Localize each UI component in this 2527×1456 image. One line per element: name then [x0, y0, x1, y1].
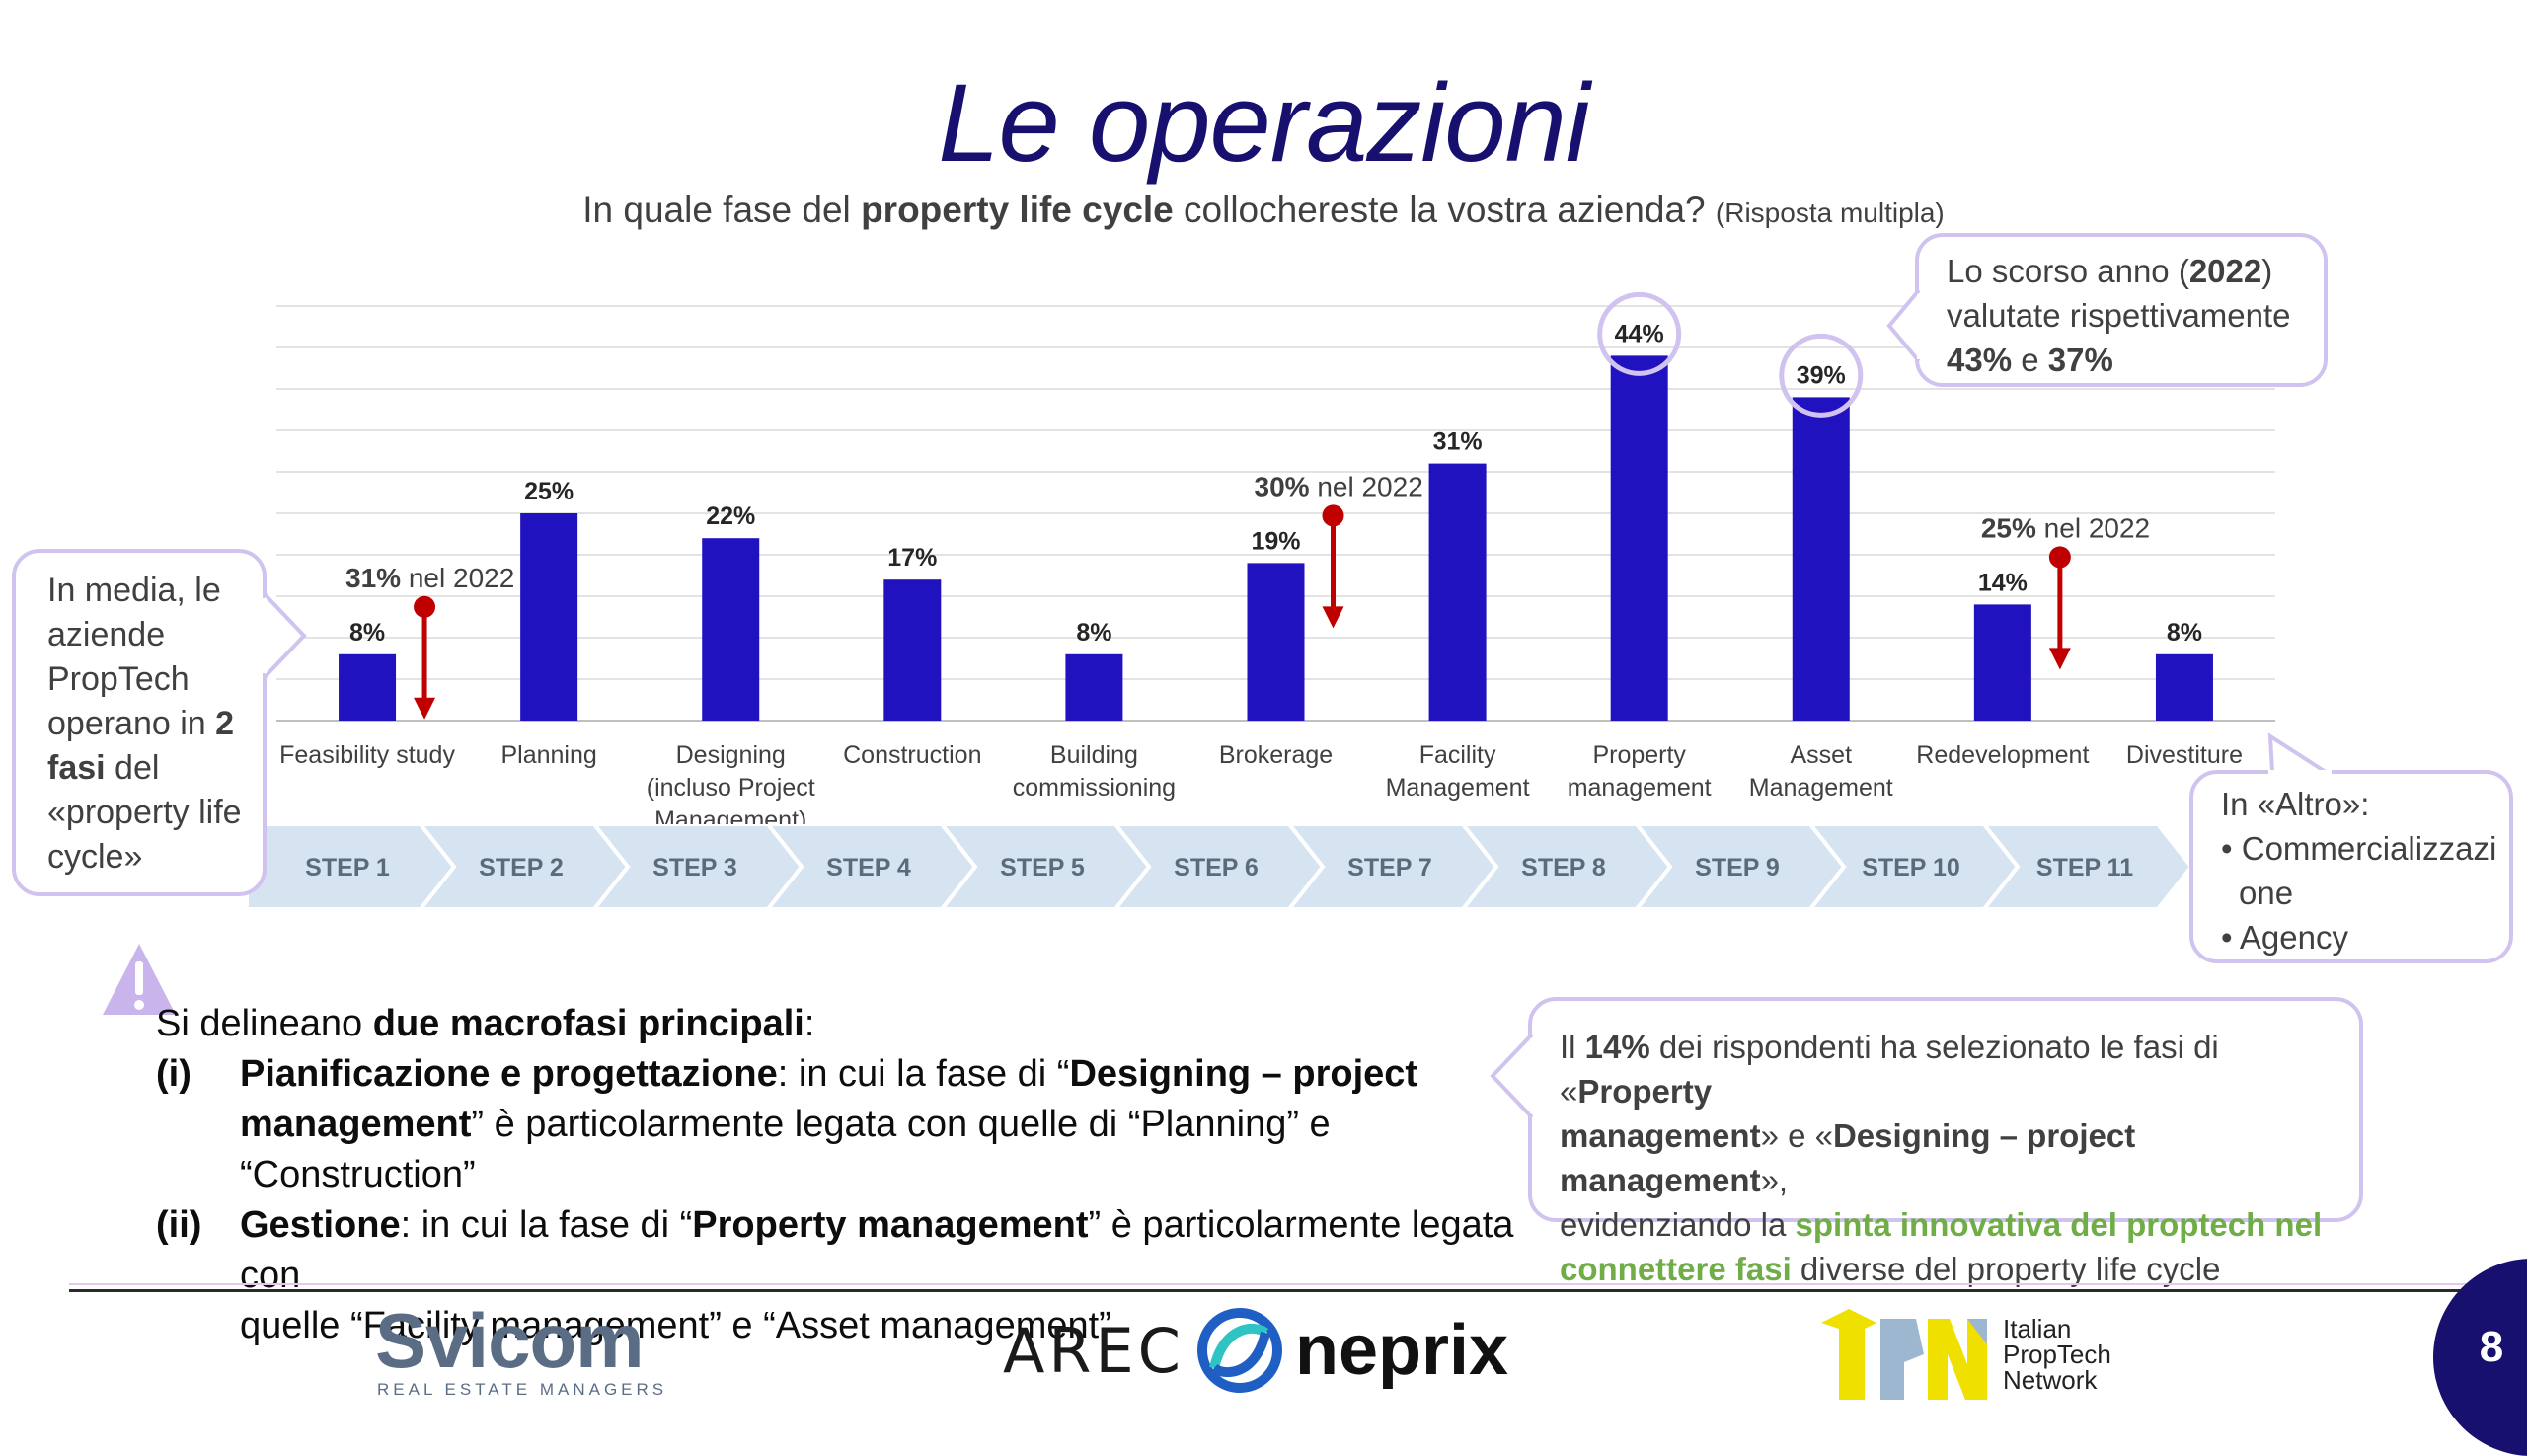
- category-label: Management: [1386, 774, 1530, 802]
- category-label: Construction: [843, 741, 981, 769]
- step-label: STEP 8: [1521, 854, 1606, 881]
- bar: [1428, 463, 1487, 721]
- bar: [1792, 397, 1850, 721]
- step-label: STEP 7: [1347, 854, 1432, 881]
- bar-value-label: 25%: [524, 478, 574, 505]
- chart-2022-arrows: 31% nel 2022 30% nel 2022 25% nel 2022: [345, 471, 2150, 720]
- callout-insight: Il 14% dei rispondenti ha selezionato le…: [1528, 997, 2363, 1287]
- bar-value-label: 8%: [1076, 619, 1111, 647]
- arrow-head: [2048, 648, 2071, 670]
- question-text-a: In quale fase del: [582, 190, 862, 230]
- footer-divider: [69, 1289, 2478, 1292]
- bar-value-label: 17%: [887, 544, 937, 572]
- bar-value-label: 8%: [349, 619, 385, 647]
- step-label: STEP 5: [1000, 854, 1085, 881]
- step-label: STEP 1: [305, 854, 390, 881]
- bar: [702, 538, 760, 721]
- step-label: STEP 3: [652, 854, 737, 881]
- svicom-logo: Svicom REAL ESTATE MANAGERS: [375, 1297, 668, 1399]
- comparison-2022-label: 30% nel 2022: [1255, 471, 1423, 501]
- category-label: Brokerage: [1219, 741, 1333, 769]
- step-label: STEP 11: [2036, 854, 2133, 881]
- page-number: 8: [2479, 1323, 2504, 1371]
- highlight-circle: [1597, 291, 1682, 376]
- callout-line: cycle»: [47, 838, 143, 876]
- chart-highlights: [1597, 291, 1864, 418]
- chart-question: In quale fase del property life cycle co…: [0, 190, 2527, 231]
- category-label: Asset: [1791, 741, 1853, 769]
- category-label: Property: [1592, 741, 1686, 769]
- callout-2022-comparison: Lo scorso anno (2022) valutate rispettiv…: [1915, 233, 2328, 387]
- category-label: Facility: [1419, 741, 1496, 769]
- callout-line: fasi del: [47, 749, 160, 787]
- step-label: STEP 4: [826, 854, 911, 881]
- bar: [1065, 653, 1123, 721]
- macrophases-text: Si delineano due macrofasi principali: (…: [156, 999, 1518, 1351]
- callout-line: PropTech: [47, 660, 190, 698]
- bar: [1247, 563, 1305, 721]
- bar-value-label: 44%: [1615, 320, 1664, 347]
- bar-value-label: 39%: [1797, 361, 1846, 389]
- callout-line: In media, le: [47, 572, 221, 609]
- arec-neprix-logo: AREC neprix: [1003, 1305, 1508, 1396]
- bar: [1610, 355, 1668, 721]
- callout-pointer: [1886, 288, 1925, 363]
- bar-value-label: 8%: [2167, 619, 2202, 647]
- bar-value-label: 22%: [706, 502, 755, 530]
- bar-value-label: 31%: [1433, 428, 1483, 456]
- category-label: (incluso Project: [647, 774, 815, 802]
- chart-category-labels: Feasibility study Planning Designing (inclu…: [279, 741, 2243, 834]
- callout-line: aziende: [47, 616, 166, 653]
- step-chevron: [1979, 824, 2194, 911]
- callout-line: «property life: [47, 794, 242, 831]
- bar: [1973, 604, 2031, 721]
- page-title: Le operazioni: [938, 61, 1590, 185]
- callout-pointer: [2267, 732, 2332, 776]
- category-label: Divestiture: [2126, 741, 2243, 769]
- category-label: Building: [1050, 741, 1138, 769]
- ipn-mark-icon: [1821, 1309, 1987, 1400]
- callout-pointer: [1490, 1033, 1536, 1119]
- callout-line: operano in 2: [47, 705, 235, 742]
- bar: [520, 513, 578, 721]
- footer-divider-accent: [69, 1283, 2478, 1285]
- category-label: Management: [1749, 774, 1893, 802]
- category-label: Feasibility study: [279, 741, 455, 769]
- category-label: Redevelopment: [1916, 741, 2089, 769]
- warning-icon: [103, 944, 176, 1015]
- bar-value-label: 14%: [1978, 569, 2028, 596]
- step-label: STEP 10: [1862, 854, 1960, 881]
- bar: [883, 579, 942, 721]
- step-label: STEP 6: [1174, 854, 1259, 881]
- bar-value-label: 19%: [1251, 527, 1300, 555]
- question-text-bold: property life cycle: [861, 190, 1174, 230]
- category-label: commissioning: [1013, 774, 1176, 802]
- question-note: (Risposta multipla): [1715, 197, 1945, 228]
- chart-bars: [339, 355, 2213, 721]
- bar: [339, 653, 397, 721]
- callout-pointer: [261, 592, 307, 679]
- arrow-head: [414, 697, 436, 720]
- bar-chart: 8% 25% 22% 17% 8% 19% 31% 44% 39% 14% 8% Feasibili…: [276, 291, 2275, 834]
- highlight-circle: [1779, 333, 1864, 418]
- list-item: (i) Pianificazione e progettazione: in c…: [156, 1053, 1418, 1195]
- category-label: Planning: [500, 741, 596, 769]
- category-label: management: [1568, 774, 1712, 802]
- step-label: STEP 9: [1695, 854, 1780, 881]
- bar: [2155, 653, 2213, 721]
- question-text-b: collochereste la vostra azienda?: [1173, 190, 1706, 230]
- callout-average-phases: In media, le aziende PropTech operano in…: [12, 549, 267, 896]
- comparison-2022-label: 31% nel 2022: [345, 563, 514, 593]
- callout-altro: In «Altro»: • Commercializzazi one • Age…: [2189, 770, 2513, 963]
- step-band: STEP 1 STEP 2 STEP 3 STEP 4 STEP 5 STEP 6 STEP…: [247, 824, 2194, 911]
- category-label: Designing: [676, 741, 786, 769]
- step-label: STEP 2: [479, 854, 564, 881]
- comparison-2022-label: 25% nel 2022: [1981, 512, 2150, 543]
- italian-proptech-network-logo: Italian PropTech Network: [1821, 1305, 2111, 1404]
- neprix-mark-icon: [1196, 1308, 1282, 1393]
- arrow-head: [1322, 606, 1344, 629]
- chart-value-labels: 8% 25% 22% 17% 8% 19% 31% 44% 39% 14% 8%: [349, 320, 2202, 646]
- list-item: (ii) Gestione: in cui la fase di “Proper…: [156, 1204, 1514, 1346]
